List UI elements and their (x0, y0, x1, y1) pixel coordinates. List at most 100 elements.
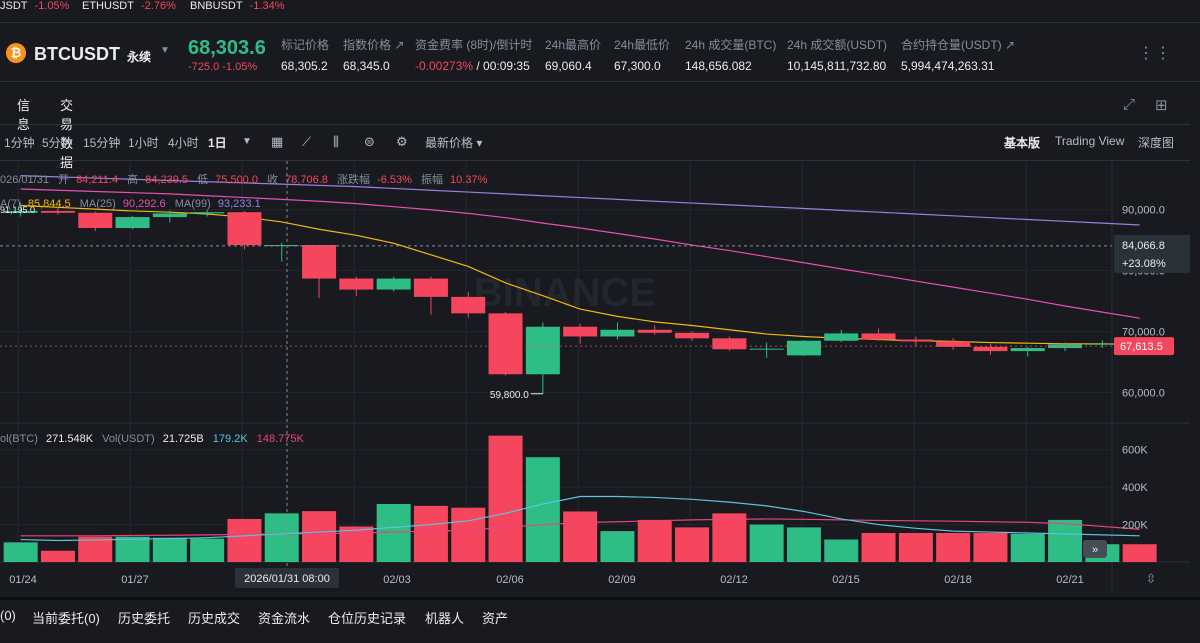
divider (0, 160, 1190, 161)
volume-bar (3, 542, 38, 562)
volume-bar (936, 532, 971, 562)
fit-screen-icon[interactable]: ⇳ (1146, 571, 1157, 586)
stat-index-price[interactable]: 指数价格 ↗ 68,345.0 (343, 38, 404, 73)
candle-body (898, 339, 933, 342)
view-depth[interactable]: 深度图 (1138, 136, 1175, 150)
chevron-right-icon[interactable]: » (1092, 544, 1098, 556)
line-chart-icon[interactable]: ⟋ (302, 134, 312, 149)
interval-5m[interactable]: 5分钟 (42, 136, 73, 150)
price-axis-label: 60,000.0 (1122, 388, 1165, 400)
calendar-icon[interactable]: ▦ (271, 134, 284, 149)
candle-body (190, 212, 225, 214)
candle-body (376, 278, 411, 290)
stat-value-countdown: / 00:09:35 (473, 59, 530, 73)
stat-open-interest[interactable]: 合约持仓量(USDT) ↗ 5,994,474,263.31 (901, 38, 1015, 73)
interval-1m[interactable]: 1分钟 (4, 136, 35, 150)
volume-bar (675, 527, 710, 562)
volume-axis-label: 200K (1122, 520, 1148, 532)
stat-value: 67,300.0 (614, 59, 661, 73)
date-axis-label: 01/24 (9, 574, 37, 586)
ticker-item[interactable]: JSDT -1.05% (0, 0, 73, 12)
more-options-icon[interactable]: ⋮⋮ (1138, 45, 1172, 62)
tab-open-orders[interactable]: 当前委托(0) (32, 611, 100, 626)
tab-positions[interactable]: (0) (0, 608, 16, 623)
ticker-change: -1.34% (249, 0, 285, 12)
ma-info: A(7) 85,844.5 MA(25) 90,292.6 MA(99) 93,… (0, 198, 261, 210)
candle-body (861, 333, 896, 340)
date-axis-label: 01/27 (121, 574, 149, 586)
candle-body (40, 210, 75, 213)
candle-body (302, 245, 337, 279)
date-axis-label: 02/18 (944, 574, 972, 586)
order-tabs: (0) 当前委托(0) 历史委托 历史成交 资金流水 仓位历史记录 机器人 资产 (0, 608, 1200, 630)
tab-bots[interactable]: 机器人 (425, 611, 465, 626)
stat-value: 69,060.4 (545, 59, 592, 73)
tab-trade-history[interactable]: 历史成交 (188, 611, 241, 626)
expand-icon[interactable]: ⤢ (1123, 96, 1136, 113)
ma99-line (20, 175, 1140, 226)
ma25-line (20, 188, 1140, 319)
date-axis-label: 02/09 (608, 574, 636, 586)
indicator-icon[interactable]: ⊜ (364, 134, 375, 149)
stat-24h-low: 24h最低价 67,300.0 (614, 38, 670, 73)
crosshair-price-text: 84,066.8 (1122, 240, 1165, 252)
symbol-name[interactable]: BTCUSDT (34, 44, 120, 64)
stat-24h-high: 24h最高价 69,060.4 (545, 38, 601, 73)
stat-funding-rate: 资金费率 (8时)/倒计时 -0.00273% / 00:09:35 (415, 38, 532, 73)
date-axis-label: 02/15 (832, 574, 860, 586)
volume-bar (824, 539, 859, 562)
interval-4h[interactable]: 4小时 (168, 136, 199, 150)
candle-body (749, 348, 784, 350)
candlestick-chart[interactable]: BINANCE 90,000.080,000.070,000.060,000.0… (0, 161, 1190, 594)
ticker-item[interactable]: BNBUSDT -1.34% (190, 0, 288, 12)
volume-bar (1122, 544, 1157, 562)
stat-value: 68,305.2 (281, 59, 328, 73)
volume-axis-label: 600K (1122, 445, 1148, 457)
candle-body (152, 213, 187, 218)
volume-bar (40, 550, 75, 562)
stat-24h-volume-usdt: 24h 成交额(USDT) 10,145,811,732.80 (787, 38, 887, 73)
volume-bar (1048, 519, 1083, 562)
volume-bar (563, 511, 598, 562)
volume-info: ol(BTC) 271.548K Vol(USDT) 21.725B 179.2… (0, 433, 304, 445)
volume-bar (115, 536, 150, 562)
candle-body (339, 278, 374, 290)
candle-body (1085, 343, 1120, 345)
caret-down-icon[interactable]: ▼ (160, 45, 170, 56)
last-price: 68,303.6 (188, 37, 266, 59)
volume-bar (786, 527, 821, 562)
volume-bar (264, 513, 299, 562)
layout-grid-icon[interactable]: ⊞ (1155, 97, 1168, 114)
interval-dropdown-icon[interactable]: ▼ (242, 136, 252, 147)
stat-label: 24h 成交量(BTC) (685, 38, 777, 52)
settings-icon[interactable]: ⚙ (396, 134, 408, 149)
volume-bar (973, 532, 1008, 562)
view-basic[interactable]: 基本版 (1004, 136, 1041, 150)
price-axis-label: 70,000.0 (1122, 327, 1165, 339)
stat-value: 148,656.082 (685, 59, 752, 73)
interval-1d[interactable]: 1日 (208, 136, 227, 150)
candle-type-icon[interactable]: ⫼ (333, 134, 339, 149)
ticker-item[interactable]: ETHUSDT -2.76% (82, 0, 180, 12)
price-axis-label: 90,000.0 (1122, 205, 1165, 217)
tab-assets[interactable]: 资产 (482, 611, 509, 626)
stat-label: 合约持仓量(USDT) ↗ (901, 38, 1016, 52)
tab-order-history[interactable]: 历史委托 (118, 611, 171, 626)
stat-label: 24h最高价 (545, 38, 602, 52)
interval-15m[interactable]: 15分钟 (83, 136, 121, 150)
tab-position-history[interactable]: 仓位历史记录 (328, 611, 407, 626)
candle-body (525, 326, 560, 375)
price-mode-select[interactable]: 最新价格 ▾ (425, 136, 483, 150)
stat-24h-volume-btc: 24h 成交量(BTC) 148,656.082 (685, 38, 776, 73)
candle-body (712, 338, 747, 350)
tab-info[interactable]: 信息 (17, 98, 31, 132)
view-tradingview[interactable]: Trading View (1055, 134, 1125, 148)
candle-body (488, 313, 523, 375)
interval-1h[interactable]: 1小时 (128, 136, 159, 150)
tab-transaction-history[interactable]: 资金流水 (258, 611, 311, 626)
date-axis-label: 02/21 (1056, 574, 1084, 586)
volume-bar (451, 507, 486, 562)
candle-body (227, 212, 262, 246)
price-change: -725.0 -1.05% (188, 61, 258, 73)
candle-body (824, 333, 859, 341)
